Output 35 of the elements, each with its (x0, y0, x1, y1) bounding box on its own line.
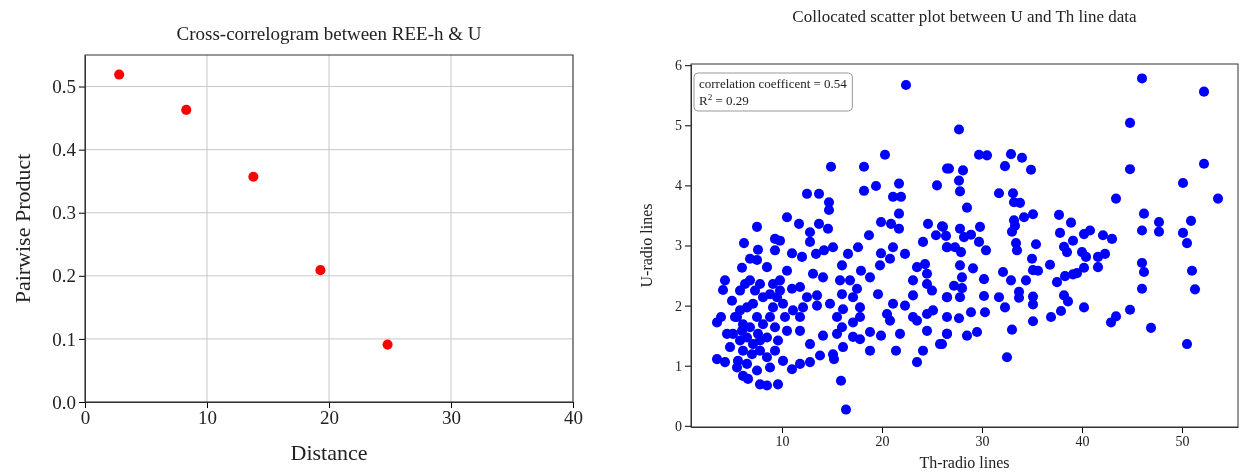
y-tick-label: 0.4 (52, 139, 77, 161)
y-tick-label: 0.2 (52, 265, 76, 287)
y-tick-label: 6 (675, 58, 682, 74)
x-tick-label: 30 (975, 433, 990, 449)
x-tick-label: 40 (1075, 433, 1090, 449)
point (315, 265, 326, 276)
x-tick-label: 20 (320, 407, 339, 429)
y-tick-label: 1 (675, 358, 682, 374)
point (248, 171, 259, 182)
y-tick-label: 4 (675, 178, 682, 194)
x-tick-label: 50 (1175, 433, 1190, 449)
x-tick-label: 0 (80, 407, 91, 429)
y-tick-label: 0.3 (52, 202, 76, 224)
y-tick-label: 0.0 (52, 391, 76, 413)
y-tick-label: 0.1 (52, 328, 76, 350)
chart-title: Cross-correlogram between REE-h & U (176, 23, 482, 44)
y-tick-label: 0.5 (52, 76, 76, 98)
x-tick-label: 20 (875, 433, 890, 449)
annotation: R$^{2}$ = 0.29 (699, 92, 749, 108)
x-tick-label: 40 (564, 407, 583, 429)
x-axis-title: Distance (290, 440, 368, 465)
point (382, 339, 393, 350)
y-tick-label: 5 (675, 118, 682, 134)
x-tick-label: 30 (442, 407, 461, 429)
x-tick-label: 10 (775, 433, 790, 449)
point (114, 69, 125, 80)
y-tick-label: 3 (675, 238, 682, 254)
y-tick-label: 2 (675, 298, 682, 314)
y-axis-title: U-radio lines (638, 203, 655, 288)
point (181, 104, 192, 115)
x-axis-title: Th-radio lines (919, 454, 1010, 471)
x-tick-label: 10 (198, 407, 217, 429)
y-axis-title: Pairwise Product (10, 153, 35, 304)
chart-title: Collocated scatter plot between U and Th line data (792, 7, 1138, 26)
annotation: correlation coefficent = 0.54 (699, 76, 848, 91)
